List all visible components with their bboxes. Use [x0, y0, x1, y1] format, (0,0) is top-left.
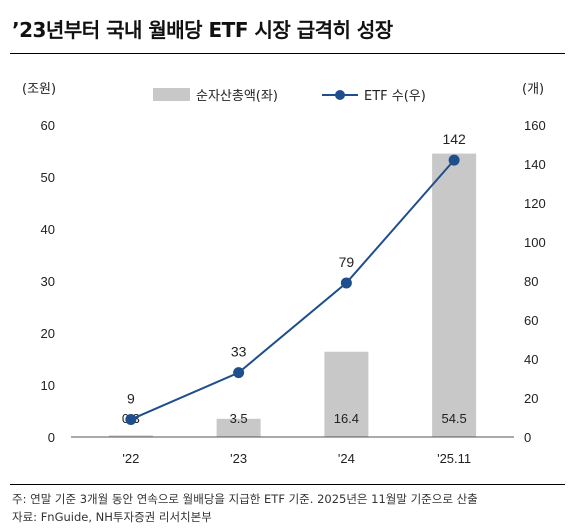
- right-axis-unit: (개): [522, 82, 544, 97]
- left-tick-label: 10: [41, 378, 55, 393]
- legend: 순자산총액(좌) ETF 수(우): [153, 88, 426, 104]
- title-divider: [10, 53, 565, 54]
- right-tick-label: 80: [524, 274, 538, 289]
- chart-notes: 주: 연말 기준 3개월 동안 연속으로 월배당을 지급한 ETF 기준. 20…: [12, 490, 478, 526]
- right-tick-label: 100: [524, 235, 546, 250]
- right-tick-label: 120: [524, 196, 546, 211]
- legend-bar-swatch: [153, 88, 190, 101]
- line-point-0: [125, 413, 137, 425]
- left-tick-label: 40: [41, 222, 55, 237]
- legend-line-label: ETF 수(우): [364, 89, 426, 104]
- right-tick-label: 40: [524, 352, 538, 367]
- x-tick-label: '24: [338, 451, 355, 466]
- source-text: 자료: FnGuide, NH투자증권 리서치본부: [12, 510, 212, 524]
- line-point-3: [448, 154, 460, 166]
- x-tick-label: '23: [230, 451, 247, 466]
- chart-title: ’23년부터 국내 월배당 ETF 시장 급격히 성장: [12, 18, 393, 42]
- bar-data-label: 3.5: [230, 411, 248, 426]
- line-data-label: 33: [231, 344, 247, 360]
- left-axis-unit: (조원): [22, 82, 56, 97]
- left-tick-label: 30: [41, 274, 55, 289]
- note-text: 주: 연말 기준 3개월 동안 연속으로 월배당을 지급한 ETF 기준. 20…: [12, 492, 478, 506]
- line-path: [130, 159, 455, 421]
- right-tick-label: 160: [524, 118, 546, 133]
- footer-divider: [10, 484, 565, 485]
- line-point-1: [233, 367, 245, 379]
- bar-3: [432, 153, 477, 437]
- right-axis: 0 20 40 60 80 100 120 140 160 (개): [522, 82, 546, 445]
- line-point-2: [340, 277, 352, 289]
- bar-1: [216, 418, 261, 437]
- right-tick-label: 0: [524, 430, 531, 445]
- line-series: 9 33 79 142: [125, 131, 466, 425]
- bar-data-label: 16.4: [334, 411, 359, 426]
- left-tick-label: 20: [41, 326, 55, 341]
- line-data-label: 9: [127, 390, 135, 406]
- left-axis: 0 10 20 30 40 50 60 (조원): [22, 82, 56, 445]
- legend-line-marker: [335, 90, 345, 100]
- line-data-label: 142: [442, 131, 466, 147]
- bar-series: 0.33.516.454.5: [108, 153, 477, 437]
- bar-2: [324, 351, 369, 437]
- legend-bar-label: 순자산총액(좌): [196, 89, 278, 104]
- bar-0: [108, 435, 153, 437]
- left-tick-label: 0: [48, 430, 55, 445]
- right-tick-label: 140: [524, 157, 546, 172]
- right-tick-label: 20: [524, 391, 538, 406]
- right-tick-label: 60: [524, 313, 538, 328]
- x-axis: '22 '23 '24 '25.11: [71, 436, 514, 466]
- combo-chart: 0 10 20 30 40 50 60 (조원) 0 20 40 60 80 100 120 140 160 (…: [22, 82, 546, 466]
- line-data-label: 79: [339, 254, 355, 270]
- x-tick-label: '22: [122, 451, 139, 466]
- x-tick-label: '25.11: [437, 451, 471, 466]
- left-tick-label: 60: [41, 118, 55, 133]
- left-tick-label: 50: [41, 170, 55, 185]
- bar-data-label: 54.5: [441, 411, 466, 426]
